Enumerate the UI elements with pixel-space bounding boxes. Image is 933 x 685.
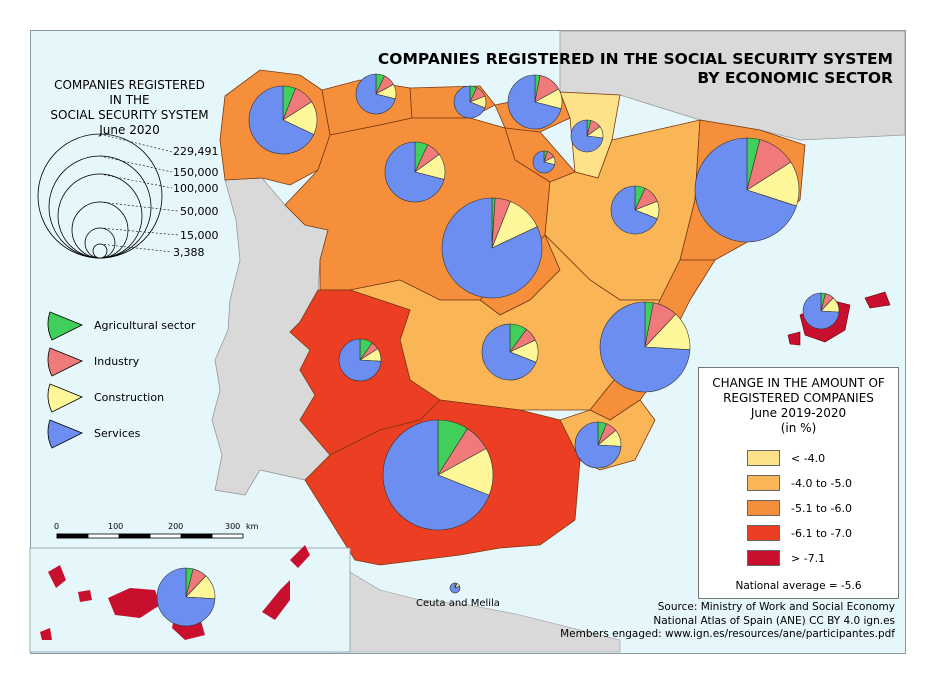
scale-unit: km	[246, 522, 259, 531]
choropleth-swatch	[747, 500, 780, 516]
size-legend-title: COMPANIES REGISTERED IN THE SOCIAL SECUR…	[42, 78, 217, 138]
canary-island-7	[78, 590, 92, 602]
pie-slice-services	[355, 73, 396, 115]
choropleth-swatch	[747, 525, 780, 541]
choropleth-class-label: > -7.1	[791, 552, 826, 565]
scale-tick: 300	[225, 522, 241, 531]
wedge-construction	[47, 383, 83, 413]
pie-slice-services	[449, 582, 461, 594]
scale-tick: 100	[108, 522, 124, 531]
credits-source: Source: Ministry of Work and Social Econ…	[657, 601, 895, 613]
map-title: COMPANIES REGISTERED IN THE SOCIAL SECUR…	[378, 50, 893, 88]
choropleth-legend-title: CHANGE IN THE AMOUNT OF REGISTERED COMPA…	[699, 376, 898, 436]
size-legend-title-line: COMPANIES REGISTERED	[54, 78, 205, 92]
wedge-agricultural	[47, 311, 83, 341]
sector-legend-construction: Construction	[94, 391, 165, 404]
sector-pies	[156, 73, 840, 627]
morocco-area	[329, 559, 621, 653]
pie-slice-services	[384, 141, 445, 203]
pie-slice-services	[507, 74, 562, 130]
pie-slice-services	[338, 338, 382, 382]
size-legend-value: 150,000	[173, 166, 219, 179]
scale-bar	[56, 533, 244, 539]
national-average: National average = -5.6	[735, 580, 862, 592]
map-title-line1: COMPANIES REGISTERED IN THE SOCIAL SECUR…	[377, 50, 893, 68]
choropleth-class-label: -4.0 to -5.0	[791, 477, 852, 490]
pie-slice-services	[570, 119, 604, 153]
choropleth-title-line: CHANGE IN THE AMOUNT OF	[712, 376, 885, 390]
sector-legend-industry: Industry	[94, 355, 140, 368]
size-legend-value: 50,000	[180, 205, 219, 218]
canary-island-5	[290, 545, 310, 568]
pie-slice-services	[481, 323, 537, 381]
pie-slice-services	[248, 85, 315, 155]
scale-tick: 0	[54, 522, 60, 531]
pie-slice-services	[441, 197, 543, 299]
france-area	[559, 30, 906, 141]
choropleth-class-label: -6.1 to -7.0	[791, 527, 852, 540]
pie-slice-services	[574, 421, 622, 469]
choropleth-swatch	[747, 450, 780, 466]
credits: Source: Ministry of Work and Social Econ…	[560, 601, 895, 642]
canary-island-1	[48, 565, 66, 588]
size-legend-title-line: SOCIAL SECURITY SYSTEM	[50, 108, 209, 122]
pie-slice-services	[532, 150, 556, 174]
canary-island-4	[262, 580, 290, 620]
wedge-services	[47, 419, 83, 449]
canary-island-2	[108, 588, 160, 618]
choropleth-class-label: -5.1 to -6.0	[791, 502, 852, 515]
size-legend-value: 15,000	[180, 229, 219, 242]
pie-slice-services	[382, 419, 490, 531]
pie-slice-services	[453, 85, 486, 119]
choropleth-class: -4.0 to -5.0	[747, 475, 887, 493]
canary-island-6	[40, 628, 52, 640]
choropleth-title-line: June 2019-2020	[750, 406, 847, 420]
choropleth-class: > -7.1	[747, 550, 887, 568]
sector-legend-services: Services	[94, 427, 141, 440]
choropleth-title-line: REGISTERED COMPANIES	[723, 391, 874, 405]
size-legend-value: 3,388	[173, 246, 205, 259]
size-legend-value: 229,491	[173, 145, 219, 158]
pie-slice-services	[610, 185, 658, 235]
size-legend-title-line: June 2020	[99, 123, 160, 137]
pie-slice-services	[599, 301, 691, 393]
scale-tick: 200	[168, 522, 184, 531]
ceuta-melilla-label: Ceuta and Melila	[416, 598, 500, 609]
size-legend-circles	[37, 133, 163, 259]
wedge-industry	[47, 347, 83, 377]
sector-legend-agricultural: Agricultural sector	[94, 319, 196, 332]
choropleth-class: -6.1 to -7.0	[747, 525, 887, 543]
sector-legend-wedges	[47, 311, 83, 449]
choropleth-title-line: (in %)	[780, 421, 817, 435]
map-title-line2: BY ECONOMIC SECTOR	[697, 69, 893, 87]
pie-slice-services	[694, 137, 797, 243]
choropleth-class: -5.1 to -6.0	[747, 500, 887, 518]
size-legend-title-line: IN THE	[109, 93, 150, 107]
region-baleares-ibiza	[787, 331, 801, 346]
choropleth-class-label: < -4.0	[791, 452, 826, 465]
pie-slice-services	[156, 567, 216, 627]
choropleth-swatch	[747, 475, 780, 491]
region-baleares-menorca	[864, 291, 891, 309]
credits-members: Members engaged: www.ign.es/resources/an…	[560, 628, 895, 640]
size-legend-value: 100,000	[173, 182, 219, 195]
size-legend-leaders	[99, 133, 179, 253]
pie-slice-services	[802, 292, 840, 330]
choropleth-swatch	[747, 550, 780, 566]
credits-atlas: National Atlas of Spain (ANE) CC BY 4.0 …	[653, 614, 895, 627]
choropleth-legend: CHANGE IN THE AMOUNT OF REGISTERED COMPA…	[698, 367, 899, 599]
choropleth-class: < -4.0	[747, 450, 887, 468]
